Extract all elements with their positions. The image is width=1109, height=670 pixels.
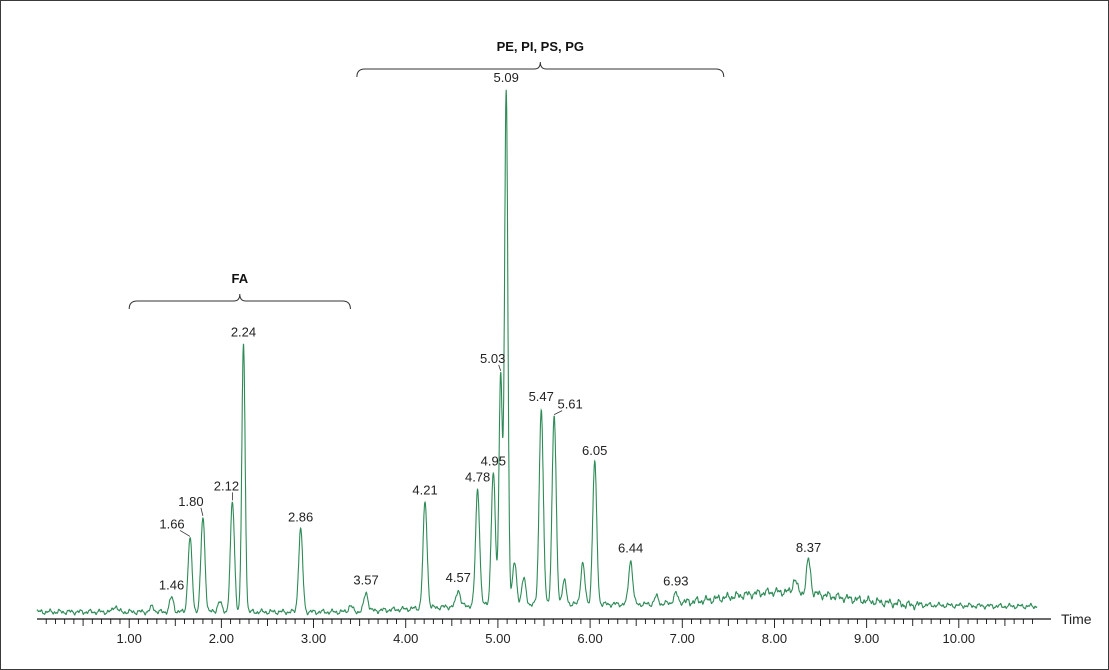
x-tick-label: 6.00 [577, 631, 602, 646]
x-tick-label: 1.00 [117, 631, 142, 646]
peak-label: 6.44 [618, 541, 643, 556]
x-axis: 1.00 2.00 3.00 4.00 5.00 6.00 7.00 8.00 9.00 10.0… [37, 611, 1092, 646]
peak-label: 4.21 [412, 483, 437, 498]
x-tick-label: 9.00 [854, 631, 879, 646]
peak-label: 6.93 [663, 574, 688, 589]
peak-label: 5.47 [529, 389, 554, 404]
group-label: FA [231, 271, 248, 286]
peak-label: 5.09 [494, 70, 519, 85]
x-tick-label: 4.00 [393, 631, 418, 646]
group-bracket [356, 61, 725, 78]
peak-leader-line [179, 530, 191, 537]
peak-label: 8.37 [796, 540, 821, 555]
x-tick-label: 10.00 [943, 631, 976, 646]
x-tick-label: 8.00 [762, 631, 787, 646]
peak-label: 1.80 [178, 494, 203, 509]
x-tick-label: 3.00 [301, 631, 326, 646]
x-tick-label: 2.00 [209, 631, 234, 646]
peak-label: 4.95 [481, 453, 506, 468]
peak-leader-line [498, 364, 502, 372]
peak-label: 4.78 [465, 470, 490, 485]
peak-label: 6.05 [582, 443, 607, 458]
peak-labels: 1.46 1.66 1.80 2.12 2.24 2.86 3.57 4.21 4.57 4.78… [159, 70, 821, 592]
peak-label: 2.24 [231, 325, 256, 340]
x-tick-label: 5.00 [485, 631, 510, 646]
peak-label: 1.46 [159, 578, 184, 593]
peak-label: 5.61 [557, 397, 582, 412]
x-tick-label: 7.00 [670, 631, 695, 646]
peak-label: 2.86 [288, 510, 313, 525]
peak-label: 2.12 [214, 478, 239, 493]
group-bracket [128, 293, 351, 310]
x-axis-label: Time [1061, 611, 1092, 627]
chromatogram-trace [36, 89, 1038, 616]
peak-leader-line [200, 507, 204, 516]
peak-label: 5.03 [480, 351, 505, 366]
peak-label: 1.66 [159, 516, 184, 531]
group-brackets: FA PE, PI, PS, PG [128, 39, 725, 310]
trace-layer [36, 89, 1038, 616]
peak-leader-line [553, 410, 563, 415]
peak-label: 3.57 [353, 573, 378, 588]
group-label: PE, PI, PS, PG [497, 39, 584, 54]
peak-label: 4.57 [446, 570, 471, 585]
